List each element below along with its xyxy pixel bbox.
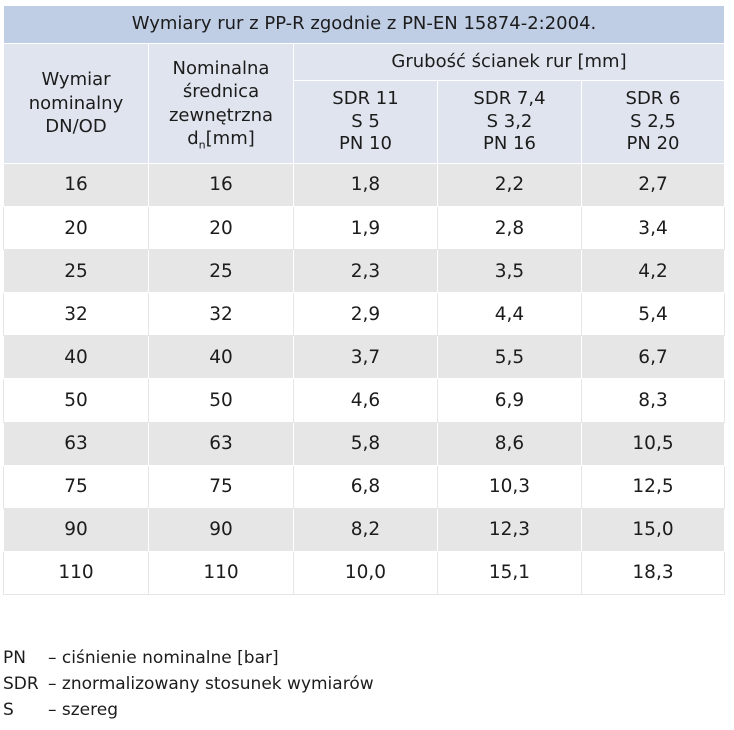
header-nominal-size-line-1: Wymiar bbox=[41, 69, 111, 91]
header-outer-diameter: Nominalna średnica zewnętrzna dn[mm] bbox=[148, 43, 294, 164]
header-sdr-11: SDR 11 S 5 PN 10 bbox=[293, 80, 438, 164]
cell-nominal-size: 40 bbox=[3, 335, 149, 380]
cell-sdr-6: 15,0 bbox=[580, 507, 726, 552]
cell-sdr-11: 6,8 bbox=[293, 464, 438, 509]
header-sdr-7-4-sdr: SDR 7,4 bbox=[473, 88, 546, 110]
header-sdr-11-pn: PN 10 bbox=[339, 133, 392, 155]
cell-nominal-size: 16 bbox=[3, 162, 149, 208]
cell-sdr-6: 8,3 bbox=[580, 378, 726, 423]
legend: PN – ciśnienie nominalne [bar] SDR – zno… bbox=[3, 645, 374, 723]
cell-sdr-7-4: 2,8 bbox=[437, 206, 582, 251]
cell-nominal-size: 20 bbox=[3, 206, 149, 251]
cell-outer-diameter: 20 bbox=[148, 206, 294, 251]
legend-item-sdr: SDR – znormalizowany stosunek wymiarów bbox=[3, 671, 374, 697]
table-row: 63 63 5,8 8,6 10,5 bbox=[3, 421, 726, 466]
table-row: 75 75 6,8 10,3 12,5 bbox=[3, 464, 726, 509]
cell-sdr-6: 6,7 bbox=[580, 335, 726, 380]
table-row: 90 90 8,2 12,3 15,0 bbox=[3, 507, 726, 552]
pipe-dimensions-table-container: Wymiary rur z PP-R zgodnie z PN-EN 15874… bbox=[2, 5, 726, 595]
legend-description: – znormalizowany stosunek wymiarów bbox=[48, 674, 374, 694]
cell-outer-diameter: 90 bbox=[148, 507, 294, 552]
header-nominal-size: Wymiar nominalny DN/OD bbox=[3, 43, 149, 164]
cell-nominal-size: 90 bbox=[3, 507, 149, 552]
cell-nominal-size: 63 bbox=[3, 421, 149, 466]
legend-key: PN bbox=[3, 648, 26, 668]
header-outer-diameter-line-1: Nominalna bbox=[172, 57, 270, 79]
cell-sdr-11: 2,3 bbox=[293, 249, 438, 294]
cell-outer-diameter: 50 bbox=[148, 378, 294, 423]
header-sdr-11-s: S 5 bbox=[351, 110, 380, 132]
header-wall-thickness: Grubość ścianek rur [mm] bbox=[292, 43, 726, 81]
cell-outer-diameter: 75 bbox=[148, 464, 294, 509]
header-sdr-6-sdr: SDR 6 bbox=[625, 88, 681, 110]
cell-sdr-11: 3,7 bbox=[293, 335, 438, 380]
header-outer-diameter-unit: [mm] bbox=[205, 127, 255, 149]
table-row: 16 16 1,8 2,2 2,7 bbox=[3, 162, 726, 208]
cell-nominal-size: 32 bbox=[3, 292, 149, 337]
cell-sdr-7-4: 10,3 bbox=[437, 464, 582, 509]
header-sdr-6: SDR 6 S 2,5 PN 20 bbox=[580, 80, 726, 164]
cell-sdr-7-4: 6,9 bbox=[437, 378, 582, 423]
cell-sdr-11: 2,9 bbox=[293, 292, 438, 337]
cell-nominal-size: 75 bbox=[3, 464, 149, 509]
cell-sdr-11: 8,2 bbox=[293, 507, 438, 552]
legend-description: – szereg bbox=[48, 700, 119, 720]
cell-outer-diameter: 110 bbox=[148, 550, 294, 595]
table-row: 20 20 1,9 2,8 3,4 bbox=[3, 206, 726, 251]
cell-sdr-7-4: 5,5 bbox=[437, 335, 582, 380]
cell-sdr-6: 3,4 bbox=[580, 206, 726, 251]
table-row: 32 32 2,9 4,4 5,4 bbox=[3, 292, 726, 337]
cell-nominal-size: 25 bbox=[3, 249, 149, 294]
cell-sdr-6: 4,2 bbox=[580, 249, 726, 294]
header-sdr-7-4: SDR 7,4 S 3,2 PN 16 bbox=[437, 80, 582, 164]
table-row: 40 40 3,7 5,5 6,7 bbox=[3, 335, 726, 380]
cell-nominal-size: 110 bbox=[3, 550, 149, 595]
cell-sdr-7-4: 2,2 bbox=[437, 162, 582, 208]
cell-sdr-7-4: 12,3 bbox=[437, 507, 582, 552]
legend-key: S bbox=[3, 700, 14, 720]
header-nominal-size-line-3: DN/OD bbox=[45, 116, 107, 138]
table-row: 110 110 10,0 15,1 18,3 bbox=[3, 550, 726, 595]
cell-sdr-6: 18,3 bbox=[580, 550, 726, 595]
header-outer-diameter-line-2: średnica bbox=[182, 81, 260, 103]
cell-sdr-7-4: 8,6 bbox=[437, 421, 582, 466]
cell-sdr-11: 10,0 bbox=[293, 550, 438, 595]
legend-item-s: S – szereg bbox=[3, 697, 374, 723]
legend-description: – ciśnienie nominalne [bar] bbox=[48, 648, 279, 668]
cell-sdr-6: 12,5 bbox=[580, 464, 726, 509]
cell-sdr-11: 1,8 bbox=[293, 162, 438, 208]
legend-item-pn: PN – ciśnienie nominalne [bar] bbox=[3, 645, 374, 671]
cell-outer-diameter: 63 bbox=[148, 421, 294, 466]
table-row: 50 50 4,6 6,9 8,3 bbox=[3, 378, 726, 423]
header-sdr-6-pn: PN 20 bbox=[626, 133, 680, 155]
cell-sdr-11: 4,6 bbox=[293, 378, 438, 423]
cell-sdr-11: 1,9 bbox=[293, 206, 438, 251]
table-row: 25 25 2,3 3,5 4,2 bbox=[3, 249, 726, 294]
legend-key: SDR bbox=[3, 674, 39, 694]
pipe-dimensions-table: Wymiary rur z PP-R zgodnie z PN-EN 15874… bbox=[2, 5, 726, 595]
cell-sdr-6: 5,4 bbox=[580, 292, 726, 337]
header-sdr-7-4-pn: PN 16 bbox=[483, 133, 536, 155]
header-sdr-7-4-s: S 3,2 bbox=[486, 110, 533, 132]
cell-outer-diameter: 40 bbox=[148, 335, 294, 380]
cell-sdr-6: 2,7 bbox=[580, 162, 726, 208]
header-sdr-6-s: S 2,5 bbox=[630, 110, 676, 132]
header-outer-diameter-line-3: zewnętrzna bbox=[168, 104, 274, 126]
cell-outer-diameter: 25 bbox=[148, 249, 294, 294]
header-sdr-11-sdr: SDR 11 bbox=[332, 88, 399, 110]
cell-sdr-11: 5,8 bbox=[293, 421, 438, 466]
cell-outer-diameter: 16 bbox=[148, 162, 294, 208]
cell-sdr-7-4: 3,5 bbox=[437, 249, 582, 294]
cell-sdr-6: 10,5 bbox=[580, 421, 726, 466]
header-nominal-size-line-2: nominalny bbox=[28, 92, 124, 114]
table-title: Wymiary rur z PP-R zgodnie z PN-EN 15874… bbox=[2, 5, 726, 44]
header-outer-diameter-subscript: n bbox=[198, 138, 206, 152]
cell-nominal-size: 50 bbox=[3, 378, 149, 423]
header-outer-diameter-symbol: d bbox=[187, 127, 199, 149]
cell-sdr-7-4: 4,4 bbox=[437, 292, 582, 337]
cell-sdr-7-4: 15,1 bbox=[437, 550, 582, 595]
cell-outer-diameter: 32 bbox=[148, 292, 294, 337]
